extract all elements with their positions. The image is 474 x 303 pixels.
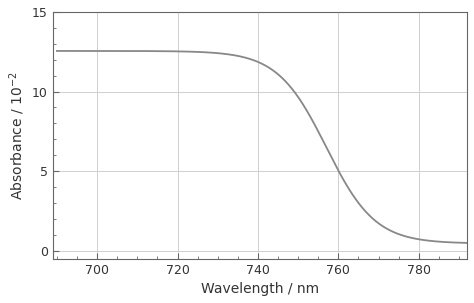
Y-axis label: Absorbance / 10$^{-2}$: Absorbance / 10$^{-2}$ (7, 71, 27, 200)
X-axis label: Wavelength / nm: Wavelength / nm (201, 282, 319, 296)
